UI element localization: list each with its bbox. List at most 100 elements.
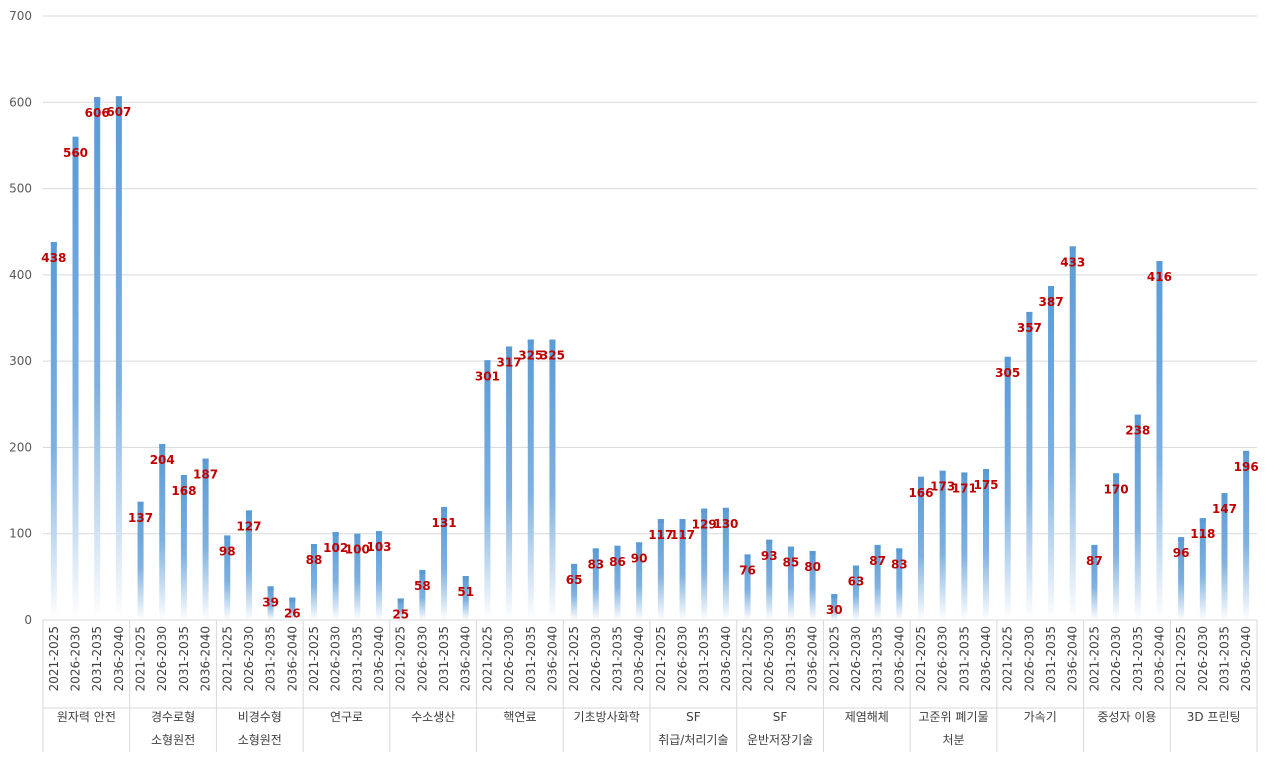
bar [397, 598, 404, 620]
x-tick-label: 2026-2030 [69, 626, 83, 691]
bar [1048, 286, 1055, 620]
bar [224, 535, 231, 620]
bar [1113, 473, 1120, 620]
x-tick-label: 2036-2040 [285, 626, 299, 691]
x-tick-label: 2026-2030 [936, 626, 950, 691]
bar [376, 531, 383, 620]
bar [115, 96, 122, 620]
x-tick-label: 2031-2035 [350, 626, 364, 691]
data-label: 238 [1125, 424, 1150, 438]
y-tick-label: 200 [9, 440, 32, 454]
group-label: 제염해체 [845, 710, 889, 724]
data-label: 127 [236, 519, 261, 533]
bar [744, 554, 751, 620]
bar-cap [202, 458, 209, 463]
data-label: 175 [973, 478, 998, 492]
bar-cap [245, 510, 252, 515]
bar [831, 594, 838, 620]
bar [1178, 537, 1185, 620]
data-label: 606 [85, 106, 110, 120]
bar-cap [744, 554, 751, 559]
x-tick-label: 2031-2035 [957, 626, 971, 691]
bar [441, 506, 448, 620]
bar-cap [1221, 493, 1228, 498]
bar [354, 533, 361, 620]
x-tick-label: 2036-2040 [112, 626, 126, 691]
x-tick-label: 2026-2030 [242, 626, 256, 691]
bar [1004, 356, 1011, 620]
bar [310, 544, 317, 620]
bar-cap [549, 339, 556, 344]
x-tick-label: 2021-2025 [1001, 626, 1015, 691]
x-tick-label: 2026-2030 [1022, 626, 1036, 691]
bar [159, 443, 166, 620]
bar [852, 565, 859, 620]
bar-cap [679, 519, 686, 524]
data-label: 65 [566, 573, 583, 587]
data-label: 433 [1060, 255, 1085, 269]
x-tick-label: 2036-2040 [892, 626, 906, 691]
bar [245, 510, 252, 620]
data-label: 118 [1190, 527, 1215, 541]
x-tick-label: 2021-2025 [827, 626, 841, 691]
x-tick-label: 2031-2035 [437, 626, 451, 691]
data-label: 317 [497, 355, 522, 369]
bar [636, 542, 643, 620]
y-tick-label: 500 [9, 182, 32, 196]
x-tick-label: 2026-2030 [676, 626, 690, 691]
x-tick-label: 2031-2035 [610, 626, 624, 691]
bar-cap [787, 546, 794, 551]
data-label: 26 [284, 607, 301, 621]
bar [787, 546, 794, 620]
gridlines [43, 15, 1257, 535]
x-tick-label: 2036-2040 [1066, 626, 1080, 691]
bar-cap [722, 507, 729, 512]
bar-cap [1069, 246, 1076, 251]
data-label: 25 [392, 607, 409, 621]
data-label: 102 [323, 541, 348, 555]
group-label: 기초방사화학 [574, 710, 640, 724]
bar-cap [50, 242, 57, 247]
bar [701, 508, 708, 620]
bar-cap [180, 475, 187, 480]
data-label: 607 [106, 105, 131, 119]
data-label: 129 [692, 518, 717, 532]
x-tick-label: 2021-2025 [1174, 626, 1188, 691]
data-label: 147 [1212, 502, 1237, 516]
x-tick-label: 2021-2025 [1087, 626, 1101, 691]
group-label: 소형원전 [151, 733, 195, 747]
bar [592, 548, 599, 620]
x-tick-label: 2036-2040 [1239, 626, 1253, 691]
bar-cap [657, 519, 664, 524]
data-label: 86 [609, 555, 626, 569]
data-label: 325 [540, 349, 565, 363]
data-label: 173 [930, 480, 955, 494]
x-tick-label: 2036-2040 [806, 626, 820, 691]
bar [549, 339, 556, 620]
bar-cap [94, 97, 101, 102]
bar-cap [1199, 518, 1206, 523]
data-label: 63 [848, 575, 865, 589]
x-tick-label: 2021-2025 [394, 626, 408, 691]
x-tick-label: 2026-2030 [762, 626, 776, 691]
data-label: 357 [1017, 321, 1042, 335]
group-label: 가속기 [1024, 710, 1057, 724]
data-label: 76 [739, 563, 756, 577]
bar-cap [1091, 544, 1098, 549]
bar [202, 458, 209, 620]
bar [1156, 261, 1163, 620]
bar [1069, 246, 1076, 620]
group-label: 핵연료 [503, 710, 536, 724]
data-label: 96 [1173, 546, 1190, 560]
data-label: 117 [670, 528, 695, 542]
bar [961, 472, 968, 620]
bar-cap [592, 548, 599, 553]
bar [50, 242, 57, 620]
data-label: 117 [648, 528, 673, 542]
x-tick-label: 2021-2025 [480, 626, 494, 691]
x-tick-label: 2036-2040 [545, 626, 559, 691]
x-tick-label: 2036-2040 [719, 626, 733, 691]
x-tick-label: 2031-2035 [1131, 626, 1145, 691]
data-label: 30 [826, 603, 843, 617]
group-label: 3D 프린팅 [1187, 710, 1241, 724]
